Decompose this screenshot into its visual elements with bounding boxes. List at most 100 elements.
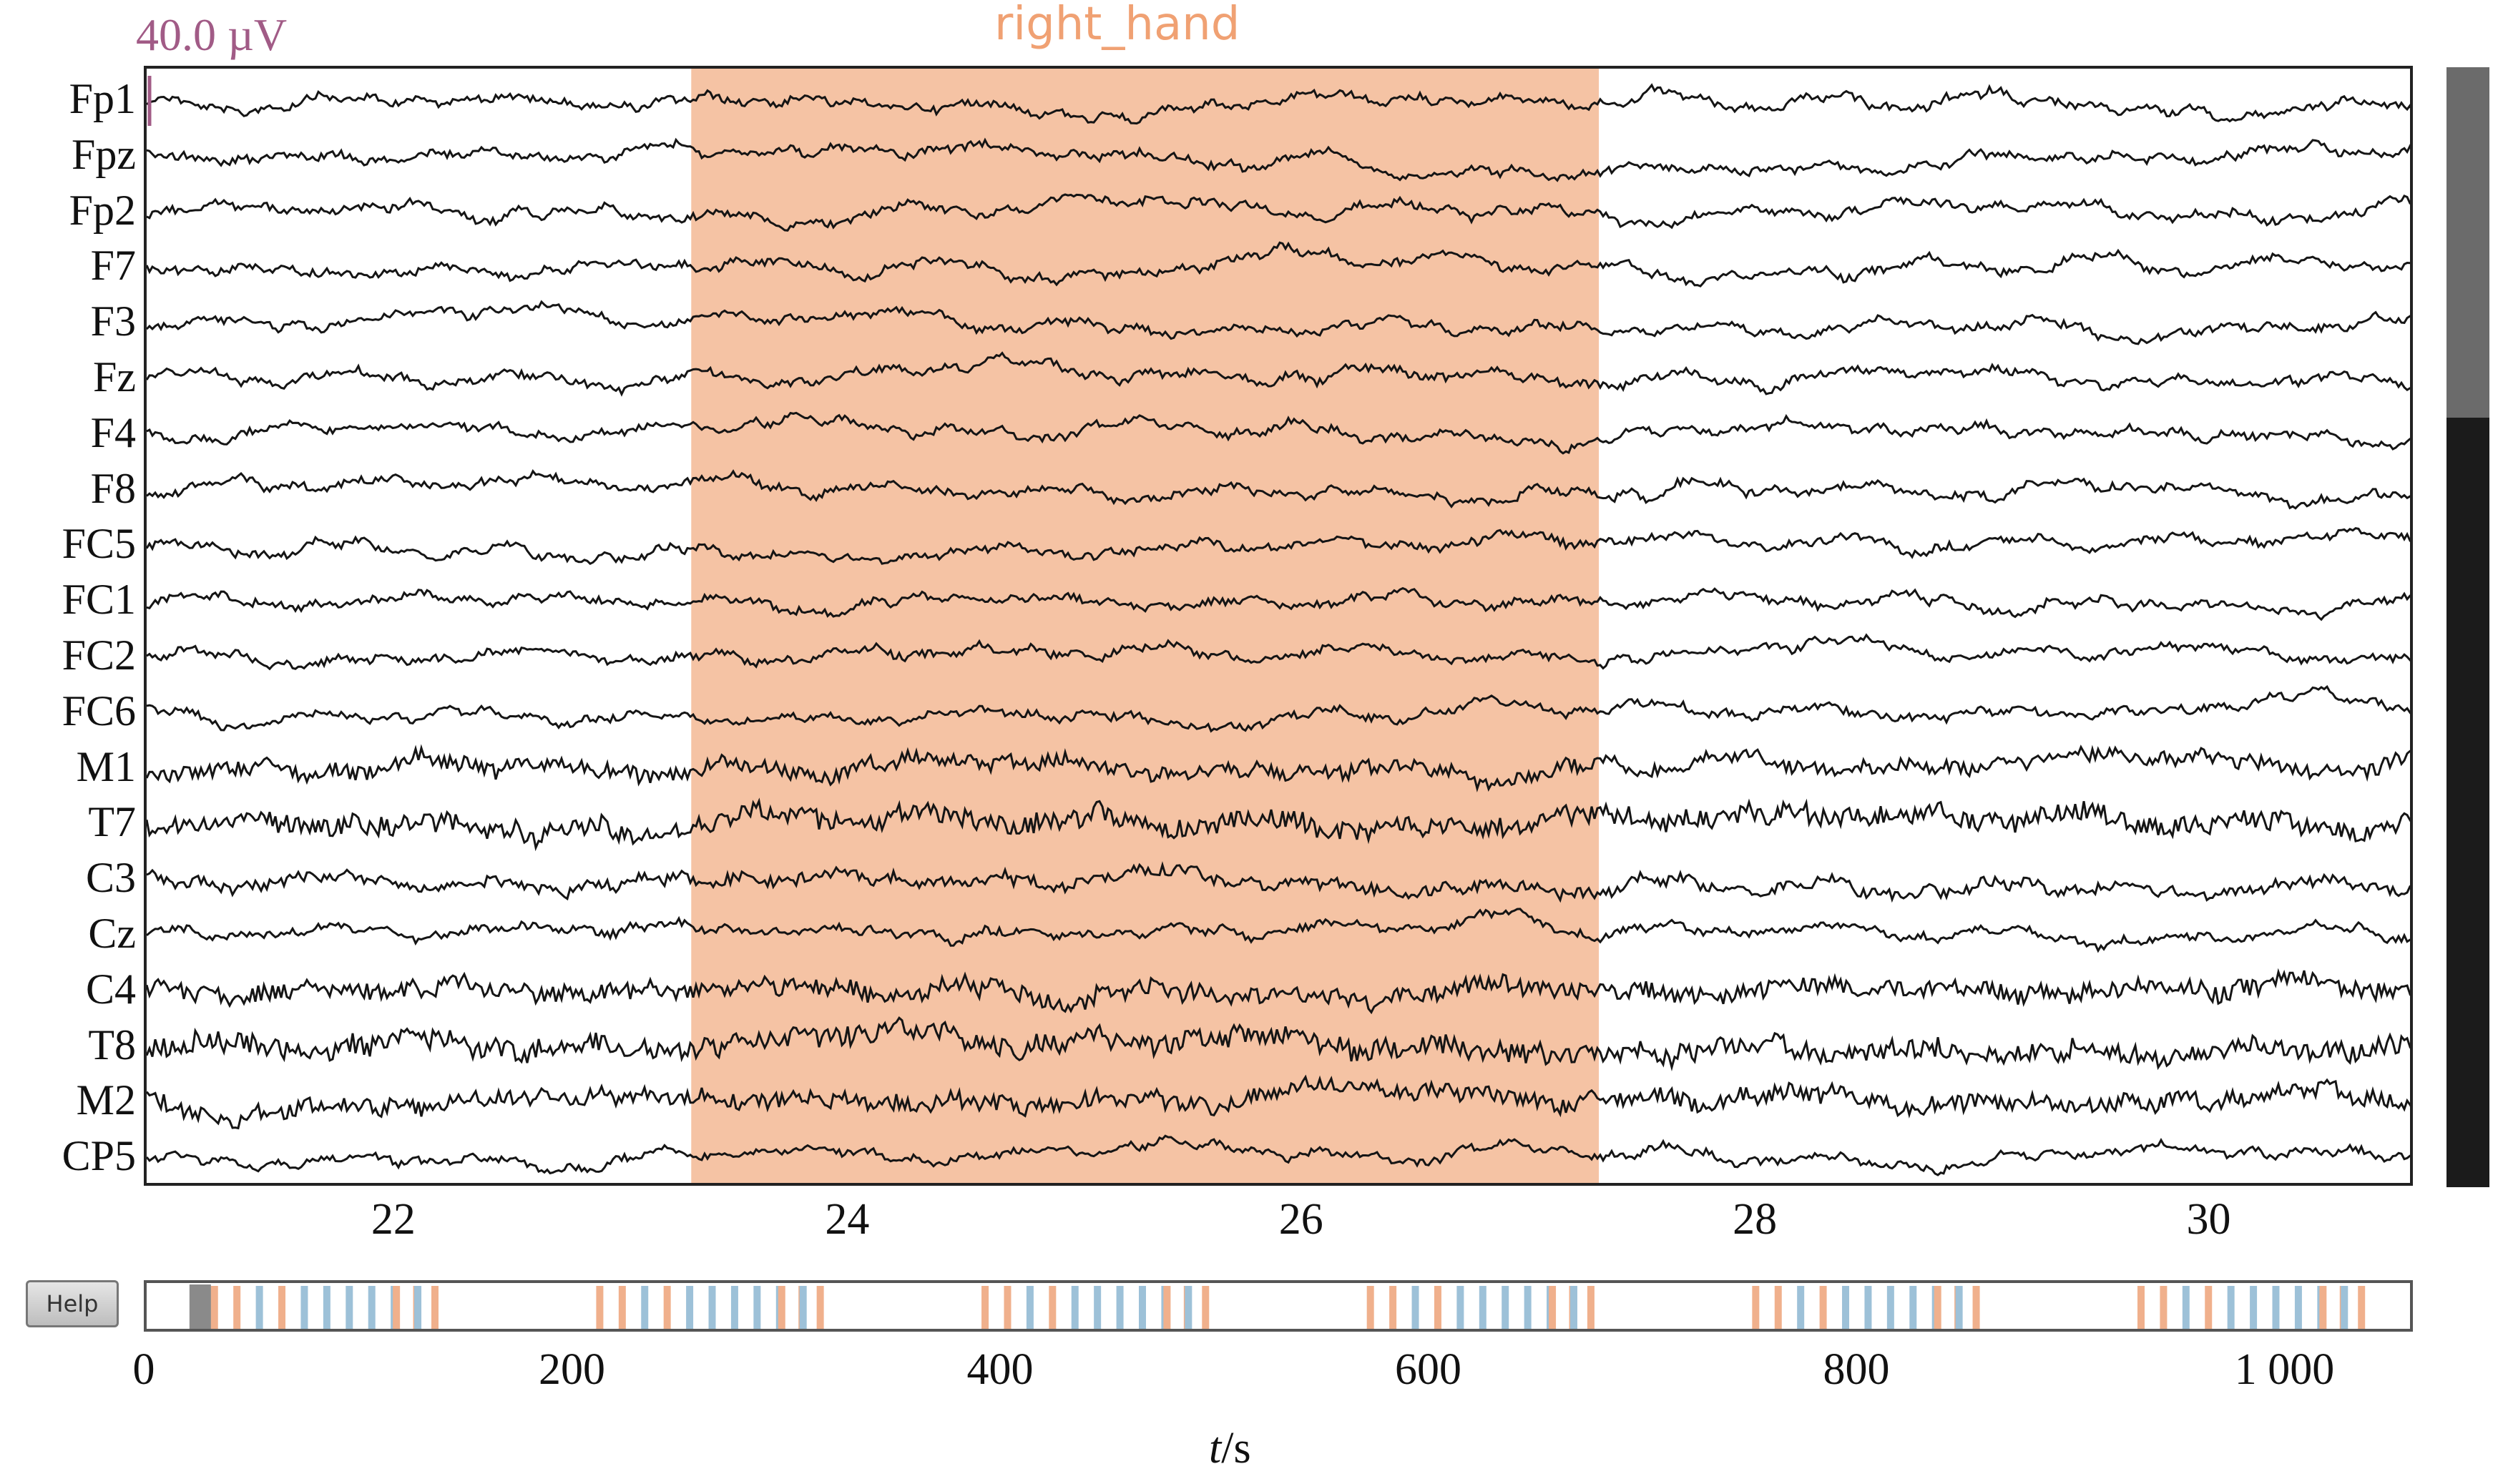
trace-fc5 (147, 526, 2410, 566)
event-marker-right-hand (2160, 1286, 2168, 1329)
event-marker-left-hand (323, 1286, 330, 1329)
help-button[interactable]: Help (26, 1280, 119, 1327)
overview-x-tick-label: 200 (538, 1345, 605, 1394)
event-marker-left-hand (1479, 1286, 1486, 1329)
event-marker (1549, 1286, 1557, 1329)
event-marker-right-hand (618, 1286, 626, 1329)
event-marker-right-hand (1049, 1286, 1057, 1329)
scrollbar-thumb[interactable] (2446, 67, 2489, 418)
channel-label-t8: T8 (88, 1021, 136, 1068)
event-marker-left-hand (1094, 1286, 1102, 1329)
trace-f4 (147, 411, 2410, 455)
overview-x-axis-ticks: 0 200 400 600 800 1 000 (0, 1345, 2498, 1402)
overview-timeline[interactable] (144, 1280, 2413, 1332)
x-tick-label: 28 (1733, 1195, 1778, 1244)
event-marker (1972, 1286, 1980, 1329)
trace-c4 (147, 968, 2410, 1015)
event-marker-left-hand (730, 1286, 738, 1329)
event-marker-left-hand (1909, 1286, 1917, 1329)
overview-x-tick-label: 1 000 (2234, 1345, 2335, 1394)
event-marker-left-hand (1139, 1286, 1147, 1329)
trace-fpz (147, 137, 2410, 182)
trace-fp1 (147, 83, 2410, 125)
event-marker (2341, 1286, 2348, 1329)
event-marker-left-hand (641, 1286, 649, 1329)
event-marker (431, 1286, 439, 1329)
event-marker-left-hand (1524, 1286, 1532, 1329)
event-marker-right-hand (1819, 1286, 1827, 1329)
event-marker-left-hand (2294, 1286, 2302, 1329)
channel-label-fp1: Fp1 (69, 75, 136, 122)
channel-label-cz: Cz (88, 910, 136, 957)
event-marker-right-hand (1434, 1286, 1441, 1329)
trace-cz (147, 908, 2410, 953)
event-marker-right-hand (663, 1286, 671, 1329)
event-marker-left-hand (2227, 1286, 2235, 1329)
trace-c3 (147, 861, 2410, 903)
channel-label-f3: F3 (90, 298, 136, 345)
channel-label-m2: M2 (76, 1076, 136, 1124)
event-marker (393, 1286, 401, 1329)
channel-label-fc1: FC1 (62, 576, 136, 624)
event-marker-left-hand (1864, 1286, 1872, 1329)
eeg-trace-plot[interactable] (144, 66, 2413, 1186)
channel-label-fc5: FC5 (62, 520, 136, 568)
event-marker-left-hand (1886, 1286, 1894, 1329)
event-marker-right-hand (233, 1286, 241, 1329)
trace-fp2 (147, 193, 2410, 232)
x-axis-ticks: 22 24 26 28 30 (0, 1194, 2498, 1252)
event-marker (1934, 1286, 1941, 1329)
overview-x-tick-label: 400 (966, 1345, 1034, 1394)
event-marker-left-hand (2250, 1286, 2258, 1329)
event-marker (414, 1286, 422, 1329)
channel-label-fc6: FC6 (62, 687, 136, 734)
event-marker (799, 1286, 807, 1329)
event-marker-left-hand (1797, 1286, 1805, 1329)
channel-scrollbar[interactable] (2446, 67, 2489, 1187)
x-axis-title: t/s (1209, 1423, 1251, 1473)
event-marker-left-hand (1026, 1286, 1034, 1329)
channel-label-c4: C4 (85, 965, 136, 1013)
trace-m1 (147, 744, 2410, 792)
trace-m2 (147, 1074, 2410, 1130)
overview-view-window[interactable] (189, 1284, 211, 1330)
event-marker-left-hand (1842, 1286, 1850, 1329)
event-marker (1185, 1286, 1192, 1329)
overview-x-tick-label: 800 (1823, 1345, 1890, 1394)
channel-label-f4: F4 (90, 408, 136, 456)
overview-x-tick-label: 600 (1394, 1345, 1461, 1394)
event-marker-left-hand (300, 1286, 308, 1329)
trace-t7 (147, 797, 2410, 852)
overview-x-tick-label: 0 (132, 1345, 155, 1394)
channel-label-f8: F8 (90, 464, 136, 512)
x-tick-label: 26 (1278, 1195, 1323, 1244)
trace-t8 (147, 1016, 2410, 1072)
event-marker-right-hand (1752, 1286, 1760, 1329)
channel-label-cp5: CP5 (62, 1132, 136, 1180)
trace-f7 (147, 241, 2410, 288)
trace-fz (147, 351, 2410, 397)
x-axis-var: t (1209, 1424, 1222, 1473)
event-marker-right-hand (2137, 1286, 2145, 1329)
event-marker (1163, 1286, 1171, 1329)
overview-events-svg (189, 1284, 2366, 1330)
event-marker-right-hand (1004, 1286, 1012, 1329)
channel-label-c3: C3 (85, 854, 136, 902)
trace-f8 (147, 469, 2410, 510)
annotation-span-right-hand[interactable] (691, 69, 1600, 1186)
event-marker-left-hand (1502, 1286, 1509, 1329)
trace-f3 (147, 300, 2410, 345)
annotation-label: right_hand (994, 0, 1240, 51)
x-tick-label: 30 (2186, 1195, 2231, 1244)
event-marker (816, 1286, 824, 1329)
x-tick-label: 24 (825, 1195, 870, 1244)
trace-fc1 (147, 586, 2410, 621)
event-marker-left-hand (1071, 1286, 1079, 1329)
x-axis-unit: /s (1221, 1424, 1251, 1473)
event-marker (2358, 1286, 2366, 1329)
event-marker-left-hand (255, 1286, 263, 1329)
event-marker-right-hand (981, 1286, 989, 1329)
event-marker (1587, 1286, 1595, 1329)
event-marker-left-hand (2182, 1286, 2190, 1329)
event-marker (1955, 1286, 1963, 1329)
